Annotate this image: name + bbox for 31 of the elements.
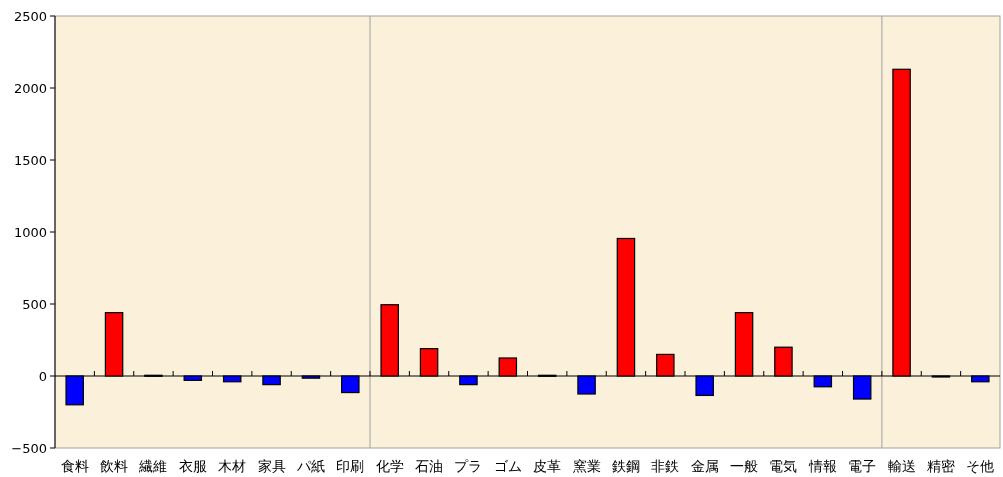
x-tick-label: 一般 xyxy=(730,458,759,474)
x-tick-label: 電子 xyxy=(848,458,877,474)
x-tick-label: 印刷 xyxy=(336,458,365,474)
y-tick-label: −500 xyxy=(11,441,47,456)
y-tick-label: 2500 xyxy=(13,9,47,24)
x-tick-label: 情報 xyxy=(807,458,837,474)
x-tick-label: 鉄鋼 xyxy=(611,458,640,474)
y-tick-label: 1500 xyxy=(13,153,47,168)
x-tick-label: 窯業 xyxy=(572,458,601,474)
y-tick-label: 1000 xyxy=(13,225,47,240)
x-tick-label: 石油 xyxy=(415,458,444,474)
x-tick-label: 化学 xyxy=(375,458,404,474)
x-tick-label: ゴム xyxy=(493,458,522,474)
x-tick-label: 皮革 xyxy=(533,458,562,474)
x-tick-label: 輸送 xyxy=(887,458,916,474)
x-tick-label: そ他 xyxy=(966,458,995,474)
y-tick-label: 500 xyxy=(22,297,47,312)
y-tick-label: 0 xyxy=(38,369,47,384)
x-tick-label: 衣服 xyxy=(178,458,207,474)
x-tick-label: 家具 xyxy=(257,458,286,474)
x-tick-label: 精密 xyxy=(926,458,955,474)
x-tick-label: 飲料 xyxy=(100,458,129,474)
x-tick-label: プラ xyxy=(454,458,483,474)
x-tick-label: 電気 xyxy=(769,458,798,474)
x-tick-label: 食料 xyxy=(60,458,89,474)
x-tick-label: パ紙 xyxy=(295,458,325,474)
x-tick-label: 繊維 xyxy=(138,458,168,474)
x-tick-label: 非鉄 xyxy=(651,458,680,474)
y-tick-label: 2000 xyxy=(13,81,47,96)
x-tick-label: 木材 xyxy=(218,458,247,474)
x-tick-label: 金属 xyxy=(690,458,719,474)
